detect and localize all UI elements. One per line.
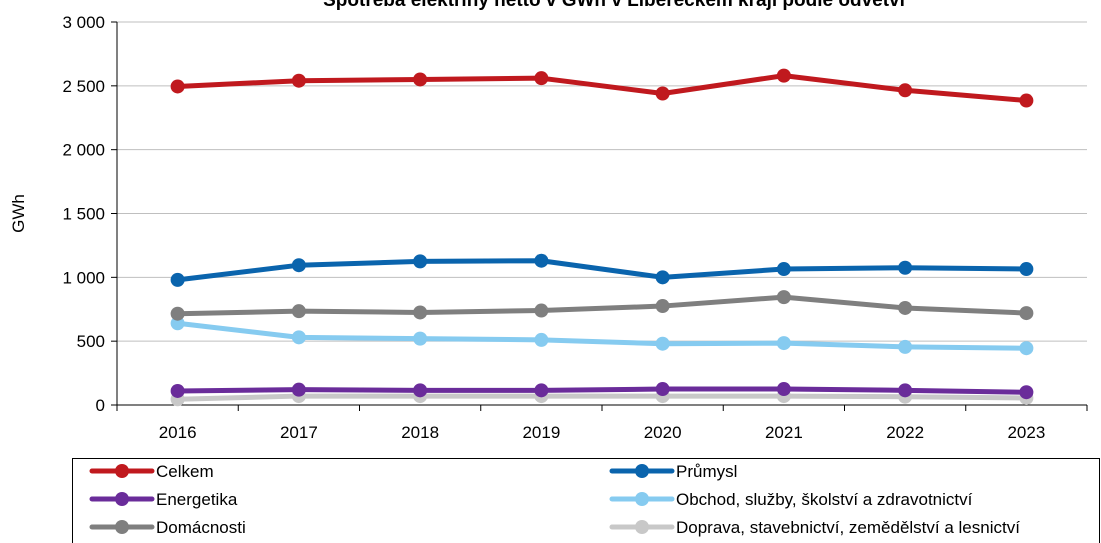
legend-label: Energetika (156, 490, 238, 509)
legend-label: Obchod, služby, školství a zdravotnictví (676, 490, 973, 509)
data-point (1019, 262, 1034, 277)
data-point (534, 303, 549, 318)
y-tick-label: 1 500 (62, 205, 105, 224)
legend-marker (635, 464, 649, 478)
data-point (291, 382, 306, 397)
x-tick-label: 2016 (159, 423, 197, 442)
y-tick-label: 500 (77, 332, 105, 351)
series-line-0 (175, 73, 1029, 104)
series-line-1 (175, 258, 1029, 283)
data-point (1019, 93, 1034, 108)
data-point (413, 305, 428, 320)
legend-marker (635, 492, 649, 506)
data-point (291, 330, 306, 345)
data-point (291, 73, 306, 88)
data-point (291, 304, 306, 319)
x-tick-label: 2018 (401, 423, 439, 442)
data-point (534, 253, 549, 268)
data-point (534, 332, 549, 347)
x-tick-label: 2023 (1007, 423, 1045, 442)
data-point (170, 272, 185, 287)
data-point (655, 299, 670, 314)
legend-marker (115, 520, 129, 534)
data-point (776, 290, 791, 305)
y-tick-label: 0 (96, 396, 105, 415)
data-point (170, 383, 185, 398)
data-point (655, 336, 670, 351)
data-point (1019, 306, 1034, 321)
x-tick-label: 2019 (522, 423, 560, 442)
data-point (1019, 385, 1034, 400)
series-line-3 (175, 320, 1029, 351)
x-tick-label: 2017 (280, 423, 318, 442)
legend-marker (115, 492, 129, 506)
y-axis-title: GWh (9, 194, 28, 233)
data-point (776, 336, 791, 351)
data-point (534, 383, 549, 398)
y-tick-label: 2 000 (62, 141, 105, 160)
data-point (898, 300, 913, 315)
data-point (898, 83, 913, 98)
data-point (170, 79, 185, 94)
data-point (655, 270, 670, 285)
series-line-2 (175, 386, 1029, 395)
legend-marker (635, 520, 649, 534)
x-tick-label: 2022 (886, 423, 924, 442)
data-point (413, 254, 428, 269)
data-point (170, 306, 185, 321)
data-point (776, 68, 791, 83)
data-point (776, 382, 791, 397)
data-point (898, 339, 913, 354)
legend-label: Průmysl (676, 462, 737, 481)
data-point (655, 86, 670, 101)
chart-title: Spotřeba elektřiny netto v GWh v Liberec… (323, 0, 905, 11)
data-point (1019, 341, 1034, 356)
data-point (291, 258, 306, 273)
x-tick-label: 2021 (765, 423, 803, 442)
y-tick-label: 3 000 (62, 13, 105, 32)
legend-label: Celkem (156, 462, 214, 481)
data-point (776, 262, 791, 277)
x-tick-label: 2020 (644, 423, 682, 442)
legend-label: Domácnosti (156, 518, 246, 537)
data-point (413, 72, 428, 87)
legend-box (72, 458, 1100, 543)
data-point (898, 260, 913, 275)
data-point (413, 383, 428, 398)
legend-label: Doprava, stavebnictví, zemědělství a les… (676, 518, 1020, 537)
data-point (655, 382, 670, 397)
series-line-5 (175, 393, 1029, 402)
data-point (413, 331, 428, 346)
data-point (898, 383, 913, 398)
legend-marker (115, 464, 129, 478)
y-tick-label: 1 000 (62, 268, 105, 287)
series-line-4 (175, 294, 1029, 317)
data-point (170, 316, 185, 331)
y-tick-label: 2 500 (62, 77, 105, 96)
data-point (534, 71, 549, 86)
